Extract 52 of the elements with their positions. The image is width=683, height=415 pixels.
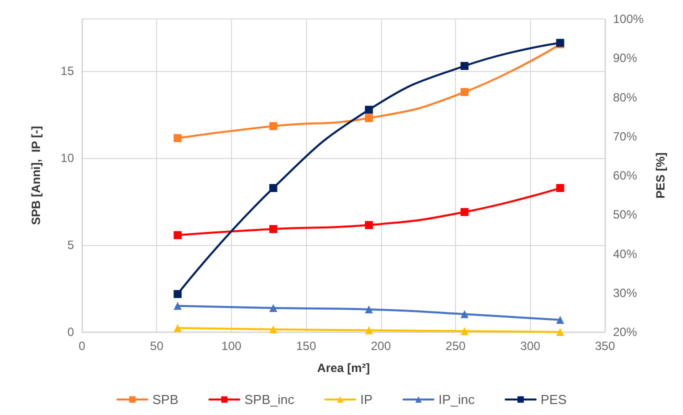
point <box>460 310 469 318</box>
y-axis-title: SPB [Anni], IP [-] <box>29 126 43 226</box>
x-tick-label: 350 <box>594 339 616 353</box>
y-tick-label: 10 <box>60 151 74 166</box>
x-tick-label: 0 <box>78 339 86 353</box>
y-tick-label: 5 <box>67 238 74 252</box>
point <box>556 328 564 336</box>
point <box>364 305 373 314</box>
x-tick-label: 150 <box>296 339 316 353</box>
legend-label: SPB_inc <box>244 392 295 407</box>
y2-axis-title: PES [%] <box>654 152 668 199</box>
point <box>460 62 469 70</box>
point <box>460 327 469 336</box>
x-axis-title: Area [m²] <box>317 361 370 375</box>
point <box>269 325 278 334</box>
legend-label: PES <box>540 392 567 407</box>
y2-tick-label: 20% <box>613 325 638 339</box>
point <box>556 316 564 324</box>
x-tick-label: 50 <box>150 339 164 353</box>
point <box>174 302 182 310</box>
y-tick-label: 0 <box>67 325 74 339</box>
y2-tick-label: 80% <box>613 90 638 104</box>
point <box>460 88 469 96</box>
x-tick-label: 100 <box>221 339 242 353</box>
point <box>364 106 373 114</box>
y-tick-label: 15 <box>60 64 74 78</box>
x-tick-label: 200 <box>370 339 392 353</box>
point <box>269 304 278 312</box>
legend-label: SPB <box>152 392 178 407</box>
y2-tick-label: 90% <box>613 51 638 66</box>
y2-tick-label: 100% <box>613 12 644 26</box>
point <box>174 324 182 332</box>
point <box>364 221 373 230</box>
y2-tick-label: 40% <box>613 246 638 261</box>
y2-tick-label: 50% <box>613 208 638 222</box>
y2-tick-label: 30% <box>613 286 638 300</box>
y2-tick-label: 70% <box>613 129 638 144</box>
point <box>460 208 469 216</box>
point <box>174 134 182 142</box>
x-tick-label: 300 <box>520 339 541 353</box>
point <box>269 225 278 234</box>
point <box>269 122 278 130</box>
point <box>364 114 373 122</box>
point <box>174 290 182 298</box>
point <box>269 184 278 192</box>
point <box>556 184 564 192</box>
point <box>364 326 373 334</box>
x-tick-label: 250 <box>446 339 466 353</box>
legend-label: IP_inc <box>438 392 476 407</box>
point <box>174 231 182 240</box>
y2-tick-label: 60% <box>613 168 638 182</box>
legend-label: IP <box>360 392 373 407</box>
